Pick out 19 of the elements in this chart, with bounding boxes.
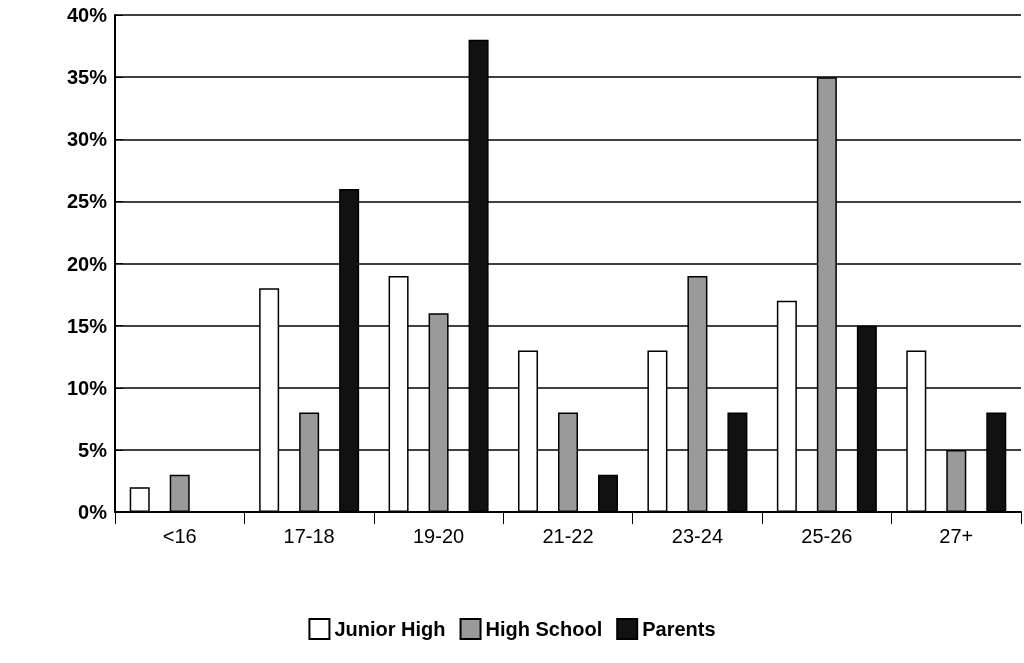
legend-label: Parents bbox=[642, 618, 716, 640]
y-tick-label: 25% bbox=[66, 190, 108, 213]
y-tick-label: 30% bbox=[66, 128, 108, 151]
x-tick-label: 19-20 bbox=[412, 525, 465, 547]
y-tick-label: 35% bbox=[66, 66, 108, 89]
y-tick-label: 15% bbox=[66, 314, 108, 337]
y-tick-label: 5% bbox=[78, 438, 108, 461]
x-tick-label: <16 bbox=[162, 525, 197, 547]
x-tick-label: 27+ bbox=[939, 525, 974, 547]
x-tick-label: 21-22 bbox=[542, 525, 594, 547]
legend-label: Junior High bbox=[334, 618, 446, 640]
legend-label: High School bbox=[485, 618, 603, 640]
y-tick-label: 40% bbox=[66, 4, 108, 26]
y-tick-label: 20% bbox=[66, 252, 108, 275]
x-tick-label: 23-24 bbox=[671, 525, 724, 547]
y-tick-label: 0% bbox=[78, 501, 108, 523]
x-tick-label: 17-18 bbox=[283, 525, 335, 547]
x-tick-label: 25-26 bbox=[801, 525, 853, 547]
y-tick-label: 10% bbox=[66, 376, 108, 399]
